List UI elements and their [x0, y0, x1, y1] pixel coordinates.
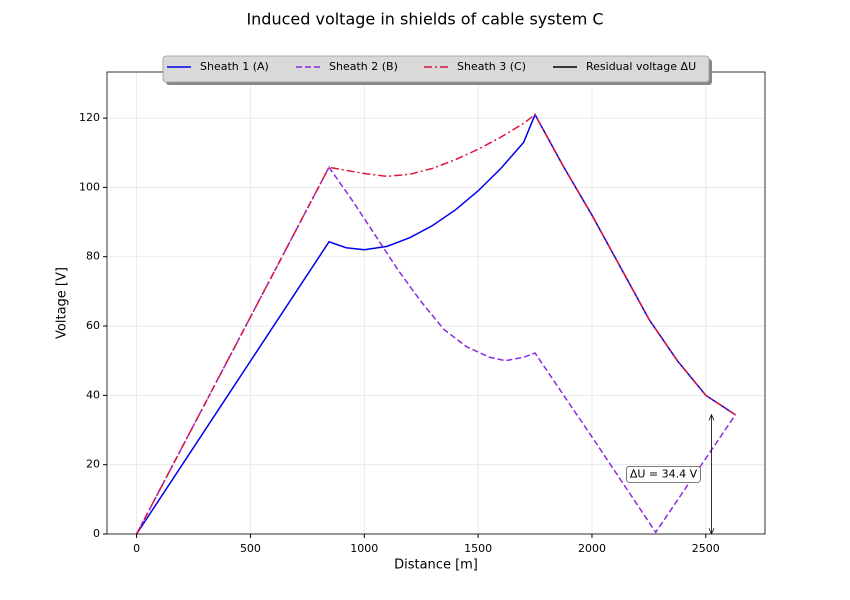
legend-box [162, 55, 710, 83]
x-tick-label: 1000 [350, 542, 378, 555]
legend-label: Sheath 3 (C) [457, 60, 526, 73]
legend-label: Sheath 2 (B) [329, 60, 398, 73]
x-axis-label: Distance [m] [394, 558, 478, 573]
y-tick-label: 120 [79, 111, 100, 124]
y-tick-label: 40 [86, 388, 100, 401]
y-tick-label: 0 [93, 527, 100, 540]
x-tick-label: 0 [133, 542, 140, 555]
annotation: ΔU = 34.4 V [630, 467, 698, 480]
legend: Sheath 1 (A) Sheath 2 (B) Sheath 3 (C) Resi… [162, 55, 712, 85]
y-axis-label: Voltage [V] [55, 267, 70, 339]
x-tick-label: 2500 [692, 542, 720, 555]
y-tick-label: 20 [86, 458, 100, 471]
y-tick-label: 60 [86, 319, 100, 332]
x-tick-label: 500 [240, 542, 261, 555]
x-tick-label: 1500 [464, 542, 492, 555]
series-line [135, 165, 737, 535]
legend-label: Sheath 1 (A) [200, 60, 269, 73]
x-tick-label: 2000 [578, 542, 606, 555]
y-tick-label: 80 [86, 250, 100, 263]
legend-label: Residual voltage ΔU [586, 60, 696, 73]
y-tick-label: 100 [79, 180, 100, 193]
annotation-box [626, 465, 701, 483]
series-line [135, 113, 736, 535]
chart-title: Induced voltage in shields of cable syst… [246, 10, 603, 29]
